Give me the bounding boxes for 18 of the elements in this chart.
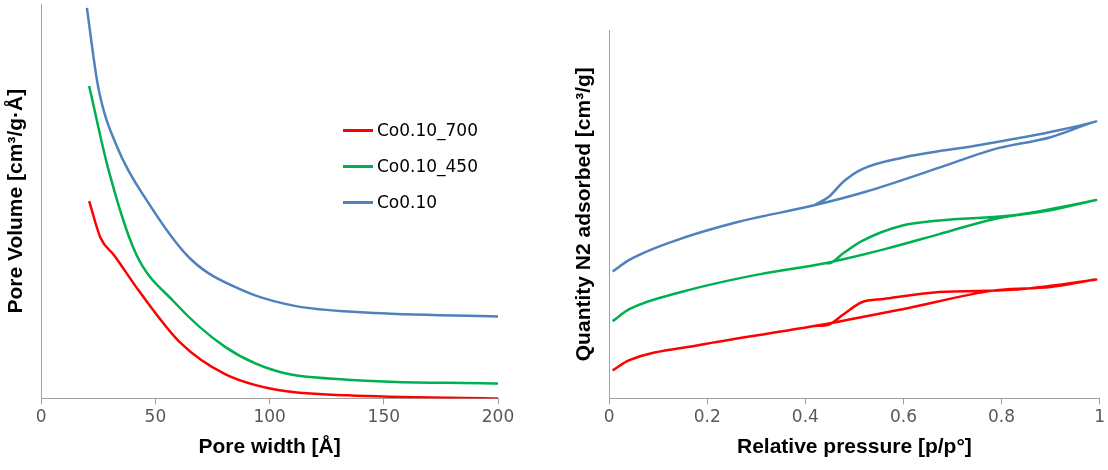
x-tick-label: 150 bbox=[367, 406, 401, 427]
x-tick-label: 0.4 bbox=[791, 406, 819, 427]
x-tick-label: 50 bbox=[144, 406, 167, 427]
x-tick-label: 0 bbox=[603, 406, 615, 427]
x-axis-title: Pore width [Å] bbox=[198, 434, 341, 458]
x-tick-label: 0.6 bbox=[889, 406, 917, 427]
x-tick-label: 0 bbox=[35, 406, 47, 427]
y-axis-title: Quantity N2 adsorbed [cm³/g] bbox=[571, 67, 595, 362]
x-tick-label: 0.8 bbox=[987, 406, 1016, 427]
y-axis-title: Pore Volume [cm³/g·Å] bbox=[3, 88, 27, 314]
legend-label: Co0.10 bbox=[376, 192, 438, 212]
legend-label: Co0.10_450 bbox=[376, 156, 478, 176]
x-tick-label: 1 bbox=[1094, 406, 1106, 427]
x-tick-label: 100 bbox=[253, 406, 286, 427]
x-tick-label: 0.2 bbox=[693, 406, 721, 427]
legend-label: Co0.10_700 bbox=[376, 120, 478, 140]
x-axis-title: Relative pressure [p/p°] bbox=[736, 434, 972, 458]
x-tick-label: 200 bbox=[481, 406, 515, 427]
